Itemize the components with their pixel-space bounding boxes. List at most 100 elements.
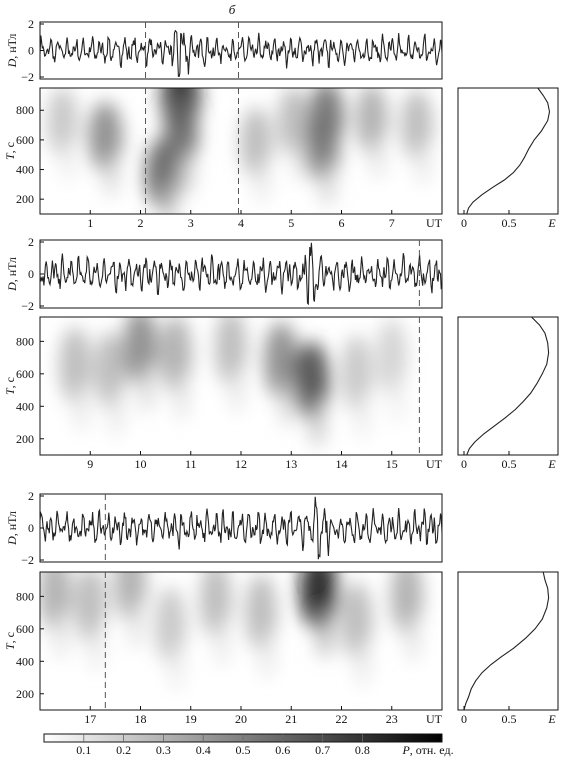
spectrum-ylabel: T, с (3, 142, 17, 160)
signal-ytick-label: 2 (28, 17, 34, 31)
spectrum-streak (167, 642, 186, 693)
colorbar-tick-label: 0.7 (315, 743, 330, 757)
spectrum-xtick-label: 12 (235, 457, 247, 471)
energy-xlabel: E (547, 216, 556, 230)
spectrum-xlabel: UT (426, 216, 443, 230)
colorbar-tick-label: 0.2 (116, 743, 131, 757)
spectrum-ytick-label: 400 (16, 163, 34, 177)
spectrum-xtick-label: 18 (135, 712, 147, 726)
panel-3: −2 0 2 D, нТл 200 400 600 800 17 18 19 20 21 22 23 UT T,… (3, 489, 559, 726)
spectrum-xtick-label: 7 (389, 216, 395, 230)
spectrum-streak (413, 140, 432, 187)
spectrum-streak (127, 600, 146, 651)
spectrum-streak (160, 182, 179, 214)
spectrum-xtick-label: 17 (84, 712, 96, 726)
signal-frame (39, 239, 443, 309)
energy-curve (466, 316, 550, 456)
spectrum-ytick-label: 800 (16, 103, 34, 117)
spectrum-streak (388, 374, 407, 425)
spectrum-streak (315, 608, 334, 659)
spectrum-xtick-label: 10 (135, 457, 147, 471)
energy-panel-3: 0 0.5 E (457, 571, 559, 726)
spectrum-xtick-label: 1 (87, 216, 93, 230)
spectrum-streak (172, 371, 191, 422)
signal-line (39, 496, 443, 560)
energy-panel-1: 0 0.5 E (457, 87, 559, 230)
spectrum-streak (137, 363, 156, 414)
spectrum-xtick-label: 5 (288, 216, 294, 230)
spectrum-xtick-label: 9 (87, 457, 93, 471)
spectrum-xtick-label: 11 (185, 457, 197, 471)
signal-panel-1: −2 0 2 D, нТл (5, 17, 443, 84)
spectrum-blobs (47, 88, 433, 214)
spectrum-streak (308, 397, 327, 448)
signal-ytick-label: 2 (28, 489, 34, 503)
spectrum-xtick-label: 19 (185, 712, 197, 726)
energy-frame (457, 571, 559, 711)
energy-panel-2: 0 0.5 E (457, 316, 559, 471)
spectrum-streak (278, 378, 297, 428)
colorbar-tick-label: 0.4 (196, 743, 211, 757)
spectrum-streak (107, 387, 126, 438)
spectrum-ytick-label: 200 (16, 432, 34, 446)
spectrum-ytick-label: 600 (16, 622, 34, 636)
spectrum-streak (258, 629, 277, 680)
spectrum-xtick-label: 6 (339, 216, 345, 230)
spectrum-ytick-label: 800 (16, 334, 34, 348)
spectrum-streak (59, 137, 78, 184)
signal-line (39, 242, 443, 306)
energy-frame (457, 316, 559, 456)
colorbar-tick-label: 0.8 (355, 743, 370, 757)
spectrum-streak (87, 621, 106, 672)
signal-line (39, 29, 443, 77)
colorbar-tick-label: 0.5 (236, 743, 251, 757)
spectrum-streak (177, 149, 196, 196)
spectrum-panel-3: 200 400 600 800 17 18 19 20 21 22 23 UT T, с (3, 571, 443, 726)
energy-xtick-label: 0 (461, 457, 467, 471)
signal-ytick-label: −2 (21, 553, 34, 567)
spectrum-xtick-label: 2 (138, 216, 144, 230)
signal-ytick-label: 2 (28, 235, 34, 249)
spectrum-streak (368, 134, 387, 181)
spectrum-streak (253, 158, 272, 205)
spectrum-ytick-label: 400 (16, 399, 34, 413)
spectrum-streak (353, 638, 372, 688)
spectrum-streak (52, 610, 71, 661)
energy-xtick-label: 0 (461, 712, 467, 726)
spectrum-xtick-label: 23 (386, 712, 398, 726)
spectrum-ytick-label: 200 (16, 687, 34, 701)
colorbar-tick-label: 0.1 (76, 743, 91, 757)
spectrum-ytick-label: 200 (16, 192, 34, 206)
signal-ytick-label: −2 (21, 70, 34, 84)
energy-xtick-label: 0.5 (502, 216, 517, 230)
panel-2: −2 0 2 D, нТл 200 400 600 800 9 10 11 12 13 14 15 UT T, … (3, 235, 559, 471)
spectrum-ytick-label: 400 (16, 654, 34, 668)
spectrum-xtick-label: 3 (188, 216, 194, 230)
spectrum-streak (403, 613, 422, 664)
colorbar-label: P, отн. ед. (401, 743, 453, 757)
spectrum-ytick-label: 600 (16, 133, 34, 147)
spectrum-xtick-label: 15 (386, 457, 398, 471)
signal-ylabel: D, нТл (5, 257, 19, 292)
spectrum-streak (102, 152, 121, 199)
energy-curve (463, 571, 550, 711)
spectrum-blobs (59, 317, 407, 448)
spectrum-ytick-label: 800 (16, 589, 34, 603)
spectrum-xtick-label: 4 (238, 216, 244, 230)
colorbar: 0.1 0.2 0.3 0.4 0.5 0.6 0.7 0.8 P, отн. ед. (43, 733, 454, 757)
energy-xtick-label: 0.5 (502, 712, 517, 726)
signal-ylabel: D, нТл (5, 511, 19, 546)
spectrum-xtick-label: 20 (235, 712, 247, 726)
energy-xtick-label: 0 (461, 216, 467, 230)
spectrum-xtick-label: 14 (336, 457, 348, 471)
spectrum-panel-2: 200 400 600 800 9 10 11 12 13 14 15 UT T, с (3, 316, 443, 471)
panel-1: −2 0 2 D, нТл 200 400 600 800 1 2 3 4 5 6 7 UT T, с 0 0.5 E (3, 17, 559, 230)
spectrum-blobs (40, 572, 423, 693)
spectrum-xlabel: UT (426, 457, 443, 471)
colorbar-tick-label: 0.3 (156, 743, 171, 757)
spectrum-streak (353, 391, 372, 441)
energy-xlabel: E (547, 712, 556, 726)
energy-curve (466, 87, 551, 215)
